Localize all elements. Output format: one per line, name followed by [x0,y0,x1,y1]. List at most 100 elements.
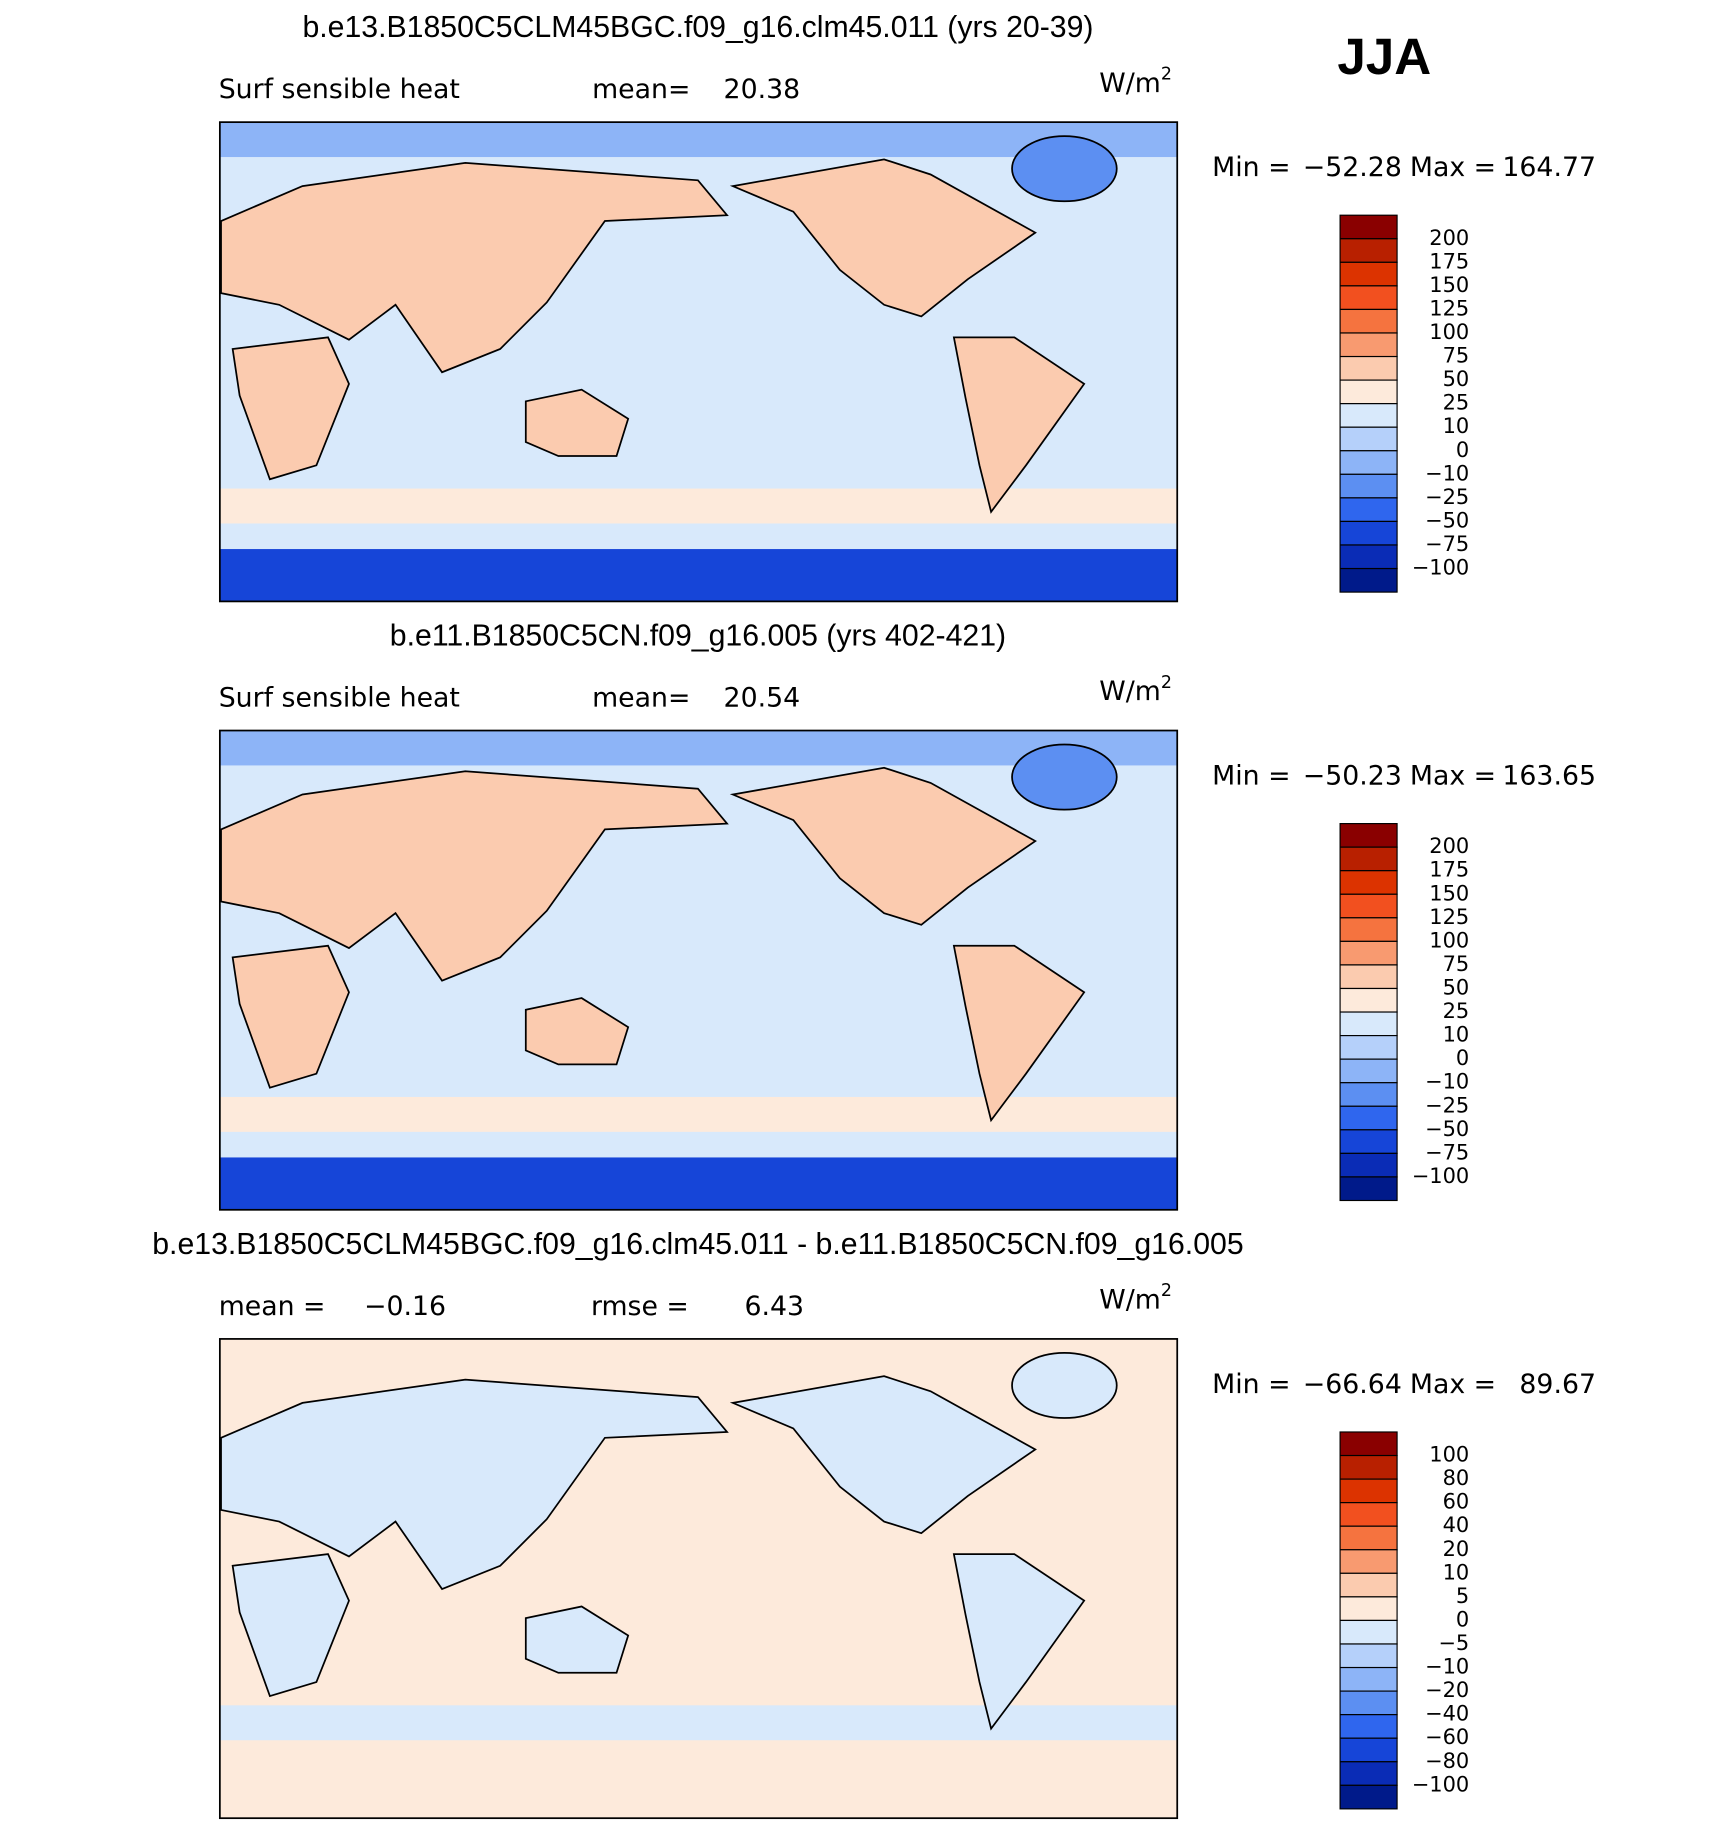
continent [952,1553,1086,1731]
colorbar-label: 60 [1443,1490,1470,1514]
stat-label: mean= [592,74,690,105]
colorbar-box [1339,870,1398,895]
panel: b.e13.B1850C5CLM45BGC.f09_g16.clm45.011 … [219,11,1596,603]
colorbar-box [1339,1035,1398,1060]
colorbar-box [1339,544,1398,570]
stat-label: mean= [592,683,690,714]
continent [729,1375,1037,1535]
colorbar-label: 0 [1456,438,1469,462]
colorbar-box [1339,1666,1398,1692]
colorbar-box [1339,1784,1398,1810]
colorbar-box [1339,1105,1398,1131]
colorbar-label: −25 [1425,1093,1469,1117]
max-value: 163.65 [1502,761,1596,792]
season-label: JJA [1337,28,1431,85]
stat-value: 6.43 [744,1291,804,1322]
colorbar-box [1339,403,1398,428]
colorbar-label: 125 [1429,905,1469,929]
colorbar-box [1339,823,1398,848]
colorbar-label: −100 [1412,1772,1469,1796]
antarctica [219,1157,1178,1210]
colorbar-label: 200 [1429,834,1469,858]
colorbar-box [1339,520,1398,546]
colorbar-label: 75 [1443,344,1470,368]
map-southern-band [219,488,1178,524]
continent [524,388,630,457]
colorbar-label: 10 [1443,1023,1470,1047]
stat-value: 20.54 [724,683,801,714]
colorbar-label: 80 [1443,1466,1470,1490]
colorbar-box [1339,1502,1398,1527]
colorbar-label: 175 [1429,249,1469,273]
colorbar-label: −80 [1425,1749,1469,1773]
panel: b.e13.B1850C5CLM45BGC.f09_g16.clm45.011 … [152,1228,1596,1820]
colorbar-label: −10 [1425,461,1469,485]
stat-label: rmse = [591,1291,689,1322]
units-base: W/m [1099,67,1161,98]
units-base: W/m [1099,1284,1161,1315]
colorbar-box [1339,1525,1398,1551]
panel-title: b.e13.B1850C5CLM45BGC.f09_g16.clm45.011 … [302,11,1093,44]
map-southern-band [219,1096,1178,1132]
colorbar-label: −20 [1425,1678,1469,1702]
min-label: Min = [1212,761,1290,792]
colorbar-label: 10 [1443,414,1470,438]
max-label: Max = [1410,1369,1496,1400]
colorbar-label: 50 [1443,975,1470,999]
colorbar-label: −100 [1412,556,1469,580]
colorbar-box [1339,1082,1398,1107]
colorbar-box [1339,1761,1398,1786]
continent [220,1378,729,1591]
colorbar-label: 200 [1429,226,1469,250]
colorbar-label: 100 [1429,320,1469,344]
continent [524,1605,630,1674]
colorbar-box [1339,473,1398,499]
colorbar-box [1339,940,1398,966]
panel: b.e11.B1850C5CN.f09_g16.005 (yrs 402-421… [219,619,1596,1211]
colorbar-label: 175 [1429,858,1469,882]
stat-label: Surf sensible heat [219,683,460,714]
colorbar-label: −75 [1425,532,1469,556]
colorbar-label: 20 [1443,1537,1470,1561]
continent [524,997,630,1066]
colorbar-label: 150 [1429,881,1469,905]
colorbar-label: −10 [1425,1070,1469,1094]
colorbar-label: 100 [1429,1443,1469,1467]
min-value: −66.64 [1303,1369,1402,1400]
units-base: W/m [1099,676,1161,707]
colorbar-box [1339,497,1398,523]
colorbar-label: −50 [1425,1117,1469,1141]
colorbar-label: −75 [1425,1140,1469,1164]
colorbar-box [1339,1572,1398,1598]
colorbar-label: −25 [1425,485,1469,509]
colorbar-label: 25 [1443,391,1470,415]
colorbar-label: 150 [1429,273,1469,297]
units: W/m2 [1099,673,1172,707]
units-exp: 2 [1161,673,1172,693]
colorbar-label: 50 [1443,367,1470,391]
colorbar-label: 100 [1429,928,1469,952]
colorbar-label: −40 [1425,1702,1469,1726]
colorbar-box [1339,1737,1398,1763]
stat-label: mean = [219,1291,326,1322]
continent [231,336,350,481]
colorbar-box [1339,1643,1398,1669]
colorbar-box [1339,1549,1398,1574]
continent [729,158,1037,318]
colorbar-box [1339,1129,1398,1154]
stat-label: Surf sensible heat [219,74,460,105]
continent [231,944,350,1089]
colorbar-box [1339,1431,1398,1457]
colorbar-label: 40 [1443,1513,1470,1537]
greenland [1011,743,1118,811]
colorbar-label: −50 [1425,508,1469,532]
colorbar-box [1339,893,1398,919]
map-frame [218,1338,1179,1820]
continent [231,1553,350,1698]
colorbar-label: 75 [1443,952,1470,976]
continent [220,161,729,374]
units-exp: 2 [1161,64,1172,84]
colorbar-box [1339,964,1398,990]
continent [220,770,729,982]
